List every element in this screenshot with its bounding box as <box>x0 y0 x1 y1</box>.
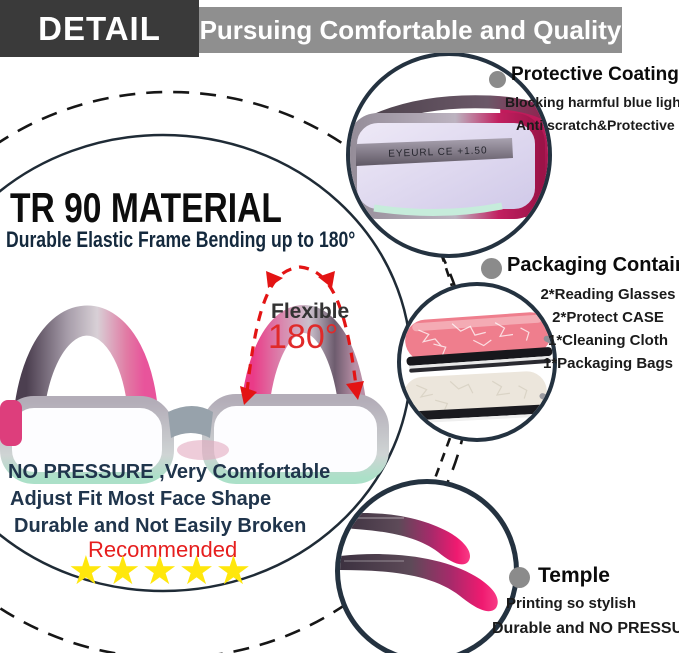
bent-glasses-photo <box>0 265 389 484</box>
feature-line: Durable and NO PRESSURE <box>492 620 679 637</box>
flex-arrow-arc <box>245 265 358 393</box>
flexible-label: Flexible <box>271 300 350 323</box>
material-title: TR 90 MATERIAL <box>10 184 282 231</box>
bullet-dot-icon <box>481 258 502 279</box>
packaging-item: 2*Protect CASE <box>552 309 664 326</box>
packaging-item: 2*Reading Glasses <box>540 286 676 303</box>
photo-circle-temple <box>335 479 519 653</box>
bullet-dot-icon <box>489 71 506 88</box>
benefit-line: Durable and Not Easily Broken <box>14 515 307 537</box>
banner-title: Pursuing Comfortable and Quality <box>199 7 622 53</box>
pink-case <box>405 312 553 373</box>
packaging-items-list: 2*Reading Glasses 2*Protect CASE 1*Clean… <box>520 283 679 375</box>
temple-print-text: EYEURL CE +1.50 <box>388 145 488 159</box>
recommended-label: Recommended <box>88 537 238 562</box>
packaging-item: 1*Packaging Bags <box>542 355 674 372</box>
detail-header-label: DETAIL <box>0 0 199 57</box>
material-subtitle: Durable Elastic Frame Bending up to 180° <box>6 227 356 252</box>
feature-title-packaging-contains: Packaging Contains <box>507 254 679 276</box>
feature-line: Anti scratch&Protective <box>516 117 675 133</box>
feature-line: Blocking harmful blue light <box>505 94 679 110</box>
packaging-item: 1*Cleaning Cloth <box>547 332 668 349</box>
benefit-line: NO PRESSURE ,Very Comfortable <box>8 461 331 483</box>
feature-title-temple: Temple <box>538 564 610 587</box>
feature-line: Printing so stylish <box>506 595 637 612</box>
photo-circle-packaging <box>397 282 557 442</box>
feature-title-protective-coating: Protective Coating <box>511 64 679 85</box>
white-case <box>402 371 552 424</box>
photo-circle-protective-coating: EYEURL CE +1.50 <box>346 52 552 258</box>
benefit-line: Adjust Fit Most Face Shape <box>10 488 272 510</box>
five-star-rating: ★★★★★ <box>68 548 253 594</box>
bullet-dot-icon <box>509 567 530 588</box>
flexible-degree: 180° <box>268 318 339 356</box>
